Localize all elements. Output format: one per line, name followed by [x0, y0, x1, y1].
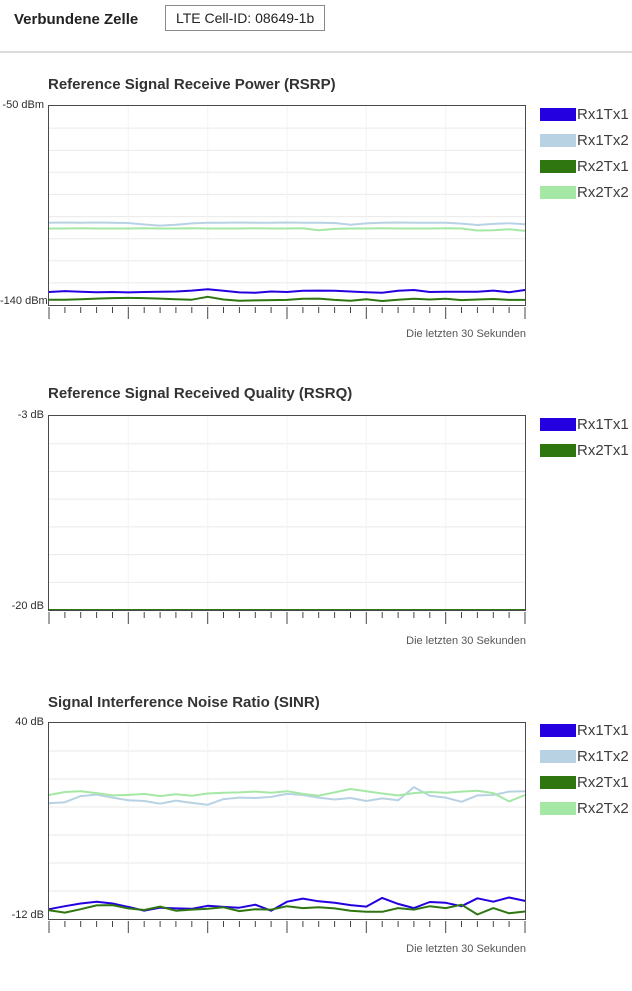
legend-swatch-rx1tx2 — [540, 750, 576, 763]
legend-item: Rx1Tx2 — [540, 748, 629, 765]
legend-label: Rx2Tx1 — [577, 442, 629, 459]
legend-label: Rx1Tx1 — [577, 416, 629, 433]
rsrp-chart-section: Reference Signal Receive Power (RSRP) -5… — [0, 68, 632, 373]
chart-canvas — [48, 415, 526, 624]
legend-label: Rx1Tx1 — [577, 106, 629, 123]
header-divider — [0, 51, 632, 53]
legend-swatch-rx2tx2 — [540, 802, 576, 815]
y-axis-max-label: 40 dB — [15, 716, 44, 728]
chart-title-rsrp: Reference Signal Receive Power (RSRP) — [48, 76, 336, 93]
legend-item: Rx2Tx1 — [540, 158, 629, 175]
legend-item: Rx2Tx1 — [540, 442, 629, 459]
chart-title-rsrq: Reference Signal Received Quality (RSRQ) — [48, 385, 353, 402]
plot-area — [48, 415, 526, 625]
rsrq-chart-section: Reference Signal Received Quality (RSRQ)… — [0, 377, 632, 682]
legend-label: Rx1Tx1 — [577, 722, 629, 739]
series-line-rx1tx1 — [48, 288, 526, 294]
legend-item: Rx2Tx1 — [540, 774, 629, 791]
legend-swatch-rx2tx1 — [540, 160, 576, 173]
legend-label: Rx1Tx2 — [577, 748, 629, 765]
legend-label: Rx2Tx1 — [577, 774, 629, 791]
legend-item: Rx2Tx2 — [540, 800, 629, 817]
y-axis-min-label: -140 dBm — [0, 295, 48, 307]
chart-title-sinr: Signal Interference Noise Ratio (SINR) — [48, 694, 320, 711]
legend-label: Rx2Tx1 — [577, 158, 629, 175]
legend-swatch-rx2tx2 — [540, 186, 576, 199]
y-axis-min-label: -12 dB — [11, 909, 44, 921]
legend-swatch-rx1tx1 — [540, 724, 576, 737]
legend-swatch-rx1tx2 — [540, 134, 576, 147]
lte-cell-monitor-page: Verbundene Zelle LTE Cell-ID: 08649-1b R… — [0, 5, 632, 955]
series-line-rx2tx1 — [48, 903, 526, 916]
sinr-chart-section: Signal Interference Noise Ratio (SINR) 4… — [0, 686, 632, 991]
cell-id-value: LTE Cell-ID: 08649-1b — [176, 10, 315, 26]
legend-swatch-rx1tx1 — [540, 418, 576, 431]
y-axis-max-label: -3 dB — [17, 409, 44, 421]
chart-canvas — [48, 722, 526, 933]
cell-id-box: LTE Cell-ID: 08649-1b — [165, 5, 326, 31]
plot-area — [48, 105, 526, 320]
time-caption: Die letzten 30 Sekunden — [406, 328, 526, 340]
legend-item: Rx1Tx2 — [540, 132, 629, 149]
legend: Rx1Tx1 Rx1Tx2 Rx2Tx1 Rx2Tx2 — [540, 106, 629, 212]
legend-item: Rx1Tx1 — [540, 106, 629, 123]
legend-swatch-rx2tx1 — [540, 776, 576, 789]
page-title: Verbundene Zelle — [14, 11, 139, 28]
legend: Rx1Tx1 Rx1Tx2 Rx2Tx1 Rx2Tx2 — [540, 722, 629, 828]
series-line-rx2tx1 — [48, 295, 526, 302]
legend-swatch-rx1tx1 — [540, 108, 576, 121]
plot-area — [48, 722, 526, 934]
legend-item: Rx2Tx2 — [540, 184, 629, 201]
time-caption: Die letzten 30 Sekunden — [406, 943, 526, 955]
legend-item: Rx1Tx1 — [540, 722, 629, 739]
legend-label: Rx2Tx2 — [577, 800, 629, 817]
legend-swatch-rx2tx1 — [540, 444, 576, 457]
legend-label: Rx2Tx2 — [577, 184, 629, 201]
plot-border — [48, 415, 526, 611]
plot-border — [48, 722, 526, 920]
plot-border — [48, 105, 526, 306]
series-line-rx1tx2 — [48, 786, 526, 806]
legend-item: Rx1Tx1 — [540, 416, 629, 433]
series-line-rx2tx2 — [48, 788, 526, 803]
series-line-rx1tx1 — [48, 896, 526, 912]
legend-label: Rx1Tx2 — [577, 132, 629, 149]
series-line-rx2tx2 — [48, 227, 526, 232]
legend: Rx1Tx1 Rx2Tx1 — [540, 416, 629, 470]
time-caption: Die letzten 30 Sekunden — [406, 635, 526, 647]
chart-canvas — [48, 105, 526, 319]
y-axis-max-label: -50 dBm — [2, 99, 44, 111]
y-axis-min-label: -20 dB — [11, 600, 44, 612]
series-line-rx1tx2 — [48, 221, 526, 227]
